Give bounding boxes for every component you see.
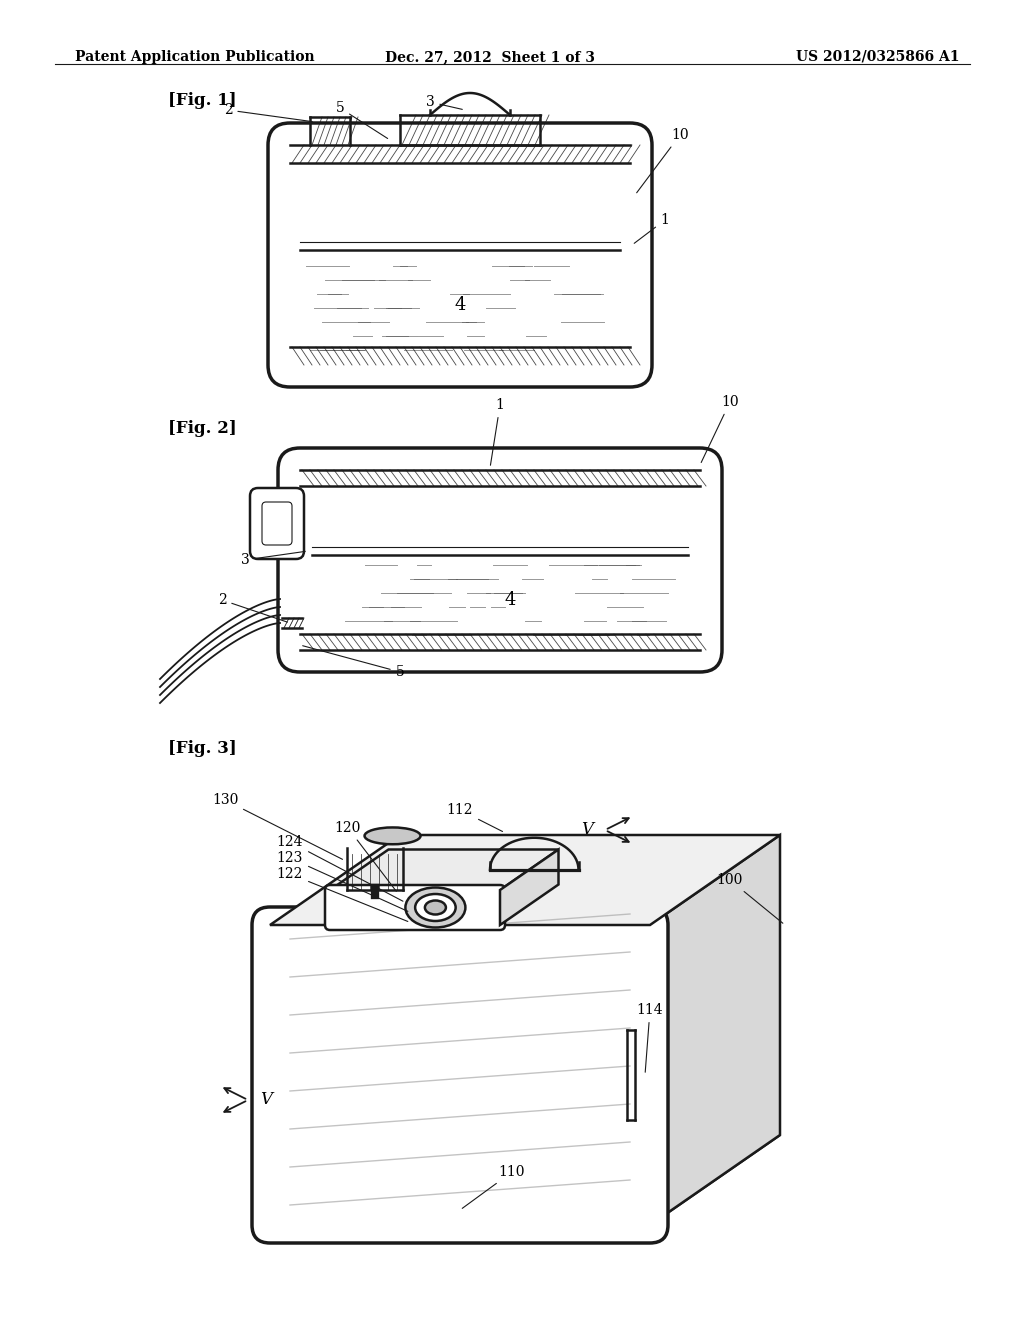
Text: 3: 3 xyxy=(426,95,462,110)
Text: 100: 100 xyxy=(717,873,783,923)
Polygon shape xyxy=(270,836,780,925)
Text: 5: 5 xyxy=(303,645,404,678)
Text: 112: 112 xyxy=(446,803,503,832)
Text: 1: 1 xyxy=(490,399,505,465)
FancyBboxPatch shape xyxy=(278,447,722,672)
Polygon shape xyxy=(330,850,558,890)
Polygon shape xyxy=(500,850,558,925)
Polygon shape xyxy=(270,1135,780,1225)
Text: 114: 114 xyxy=(637,1003,664,1072)
FancyBboxPatch shape xyxy=(325,884,505,931)
FancyBboxPatch shape xyxy=(268,123,652,387)
Text: 123: 123 xyxy=(276,851,408,911)
Text: 120: 120 xyxy=(335,821,396,891)
Text: 4: 4 xyxy=(504,591,516,609)
Text: 10: 10 xyxy=(701,395,738,462)
Text: 4: 4 xyxy=(455,296,466,314)
FancyBboxPatch shape xyxy=(250,488,304,558)
Text: V: V xyxy=(581,821,593,838)
Ellipse shape xyxy=(415,894,456,921)
Text: 2: 2 xyxy=(218,593,288,622)
Text: 124: 124 xyxy=(276,836,402,902)
Text: [Fig. 3]: [Fig. 3] xyxy=(168,741,237,756)
Text: Dec. 27, 2012  Sheet 1 of 3: Dec. 27, 2012 Sheet 1 of 3 xyxy=(385,50,595,63)
Text: 110: 110 xyxy=(462,1166,525,1208)
Text: 2: 2 xyxy=(223,103,312,121)
Text: 130: 130 xyxy=(212,793,342,859)
Ellipse shape xyxy=(365,828,421,845)
Ellipse shape xyxy=(406,887,465,928)
Text: [Fig. 2]: [Fig. 2] xyxy=(168,420,237,437)
Text: US 2012/0325866 A1: US 2012/0325866 A1 xyxy=(797,50,961,63)
Text: 1: 1 xyxy=(634,213,670,243)
Ellipse shape xyxy=(425,900,445,915)
FancyBboxPatch shape xyxy=(262,502,292,545)
Text: 5: 5 xyxy=(336,102,388,139)
Text: 122: 122 xyxy=(276,867,408,921)
Text: 10: 10 xyxy=(637,128,689,193)
Text: Patent Application Publication: Patent Application Publication xyxy=(75,50,314,63)
FancyBboxPatch shape xyxy=(252,907,668,1243)
Text: V: V xyxy=(260,1092,272,1109)
Polygon shape xyxy=(650,836,780,1225)
Text: 3: 3 xyxy=(241,552,305,568)
Text: [Fig. 1]: [Fig. 1] xyxy=(168,92,237,110)
